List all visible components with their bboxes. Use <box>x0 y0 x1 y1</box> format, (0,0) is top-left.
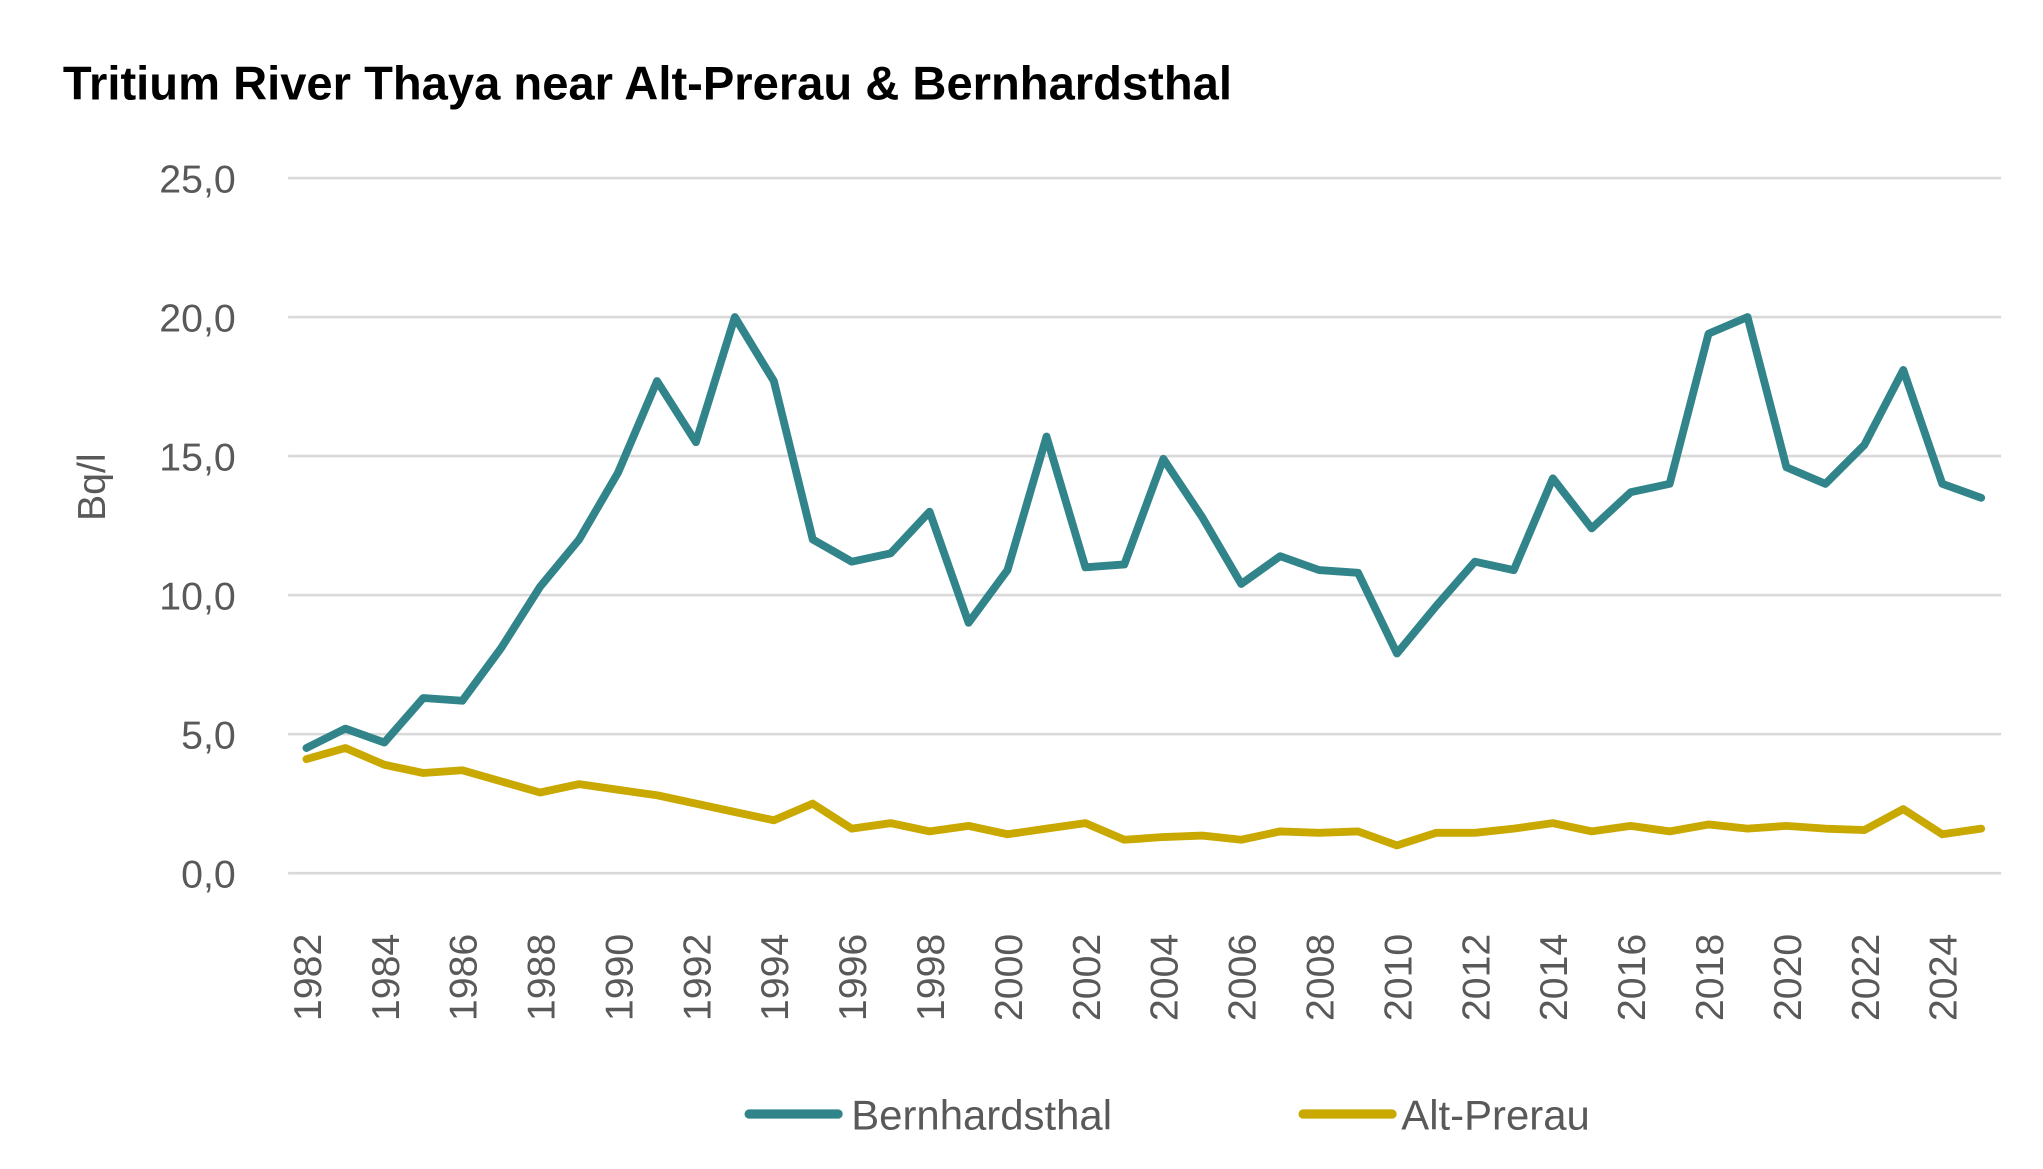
x-tick-label: 2016 <box>1610 934 1654 1021</box>
gridlines <box>288 176 2002 875</box>
x-tick-label: 1988 <box>520 934 564 1021</box>
x-tick-label: 1994 <box>753 934 797 1021</box>
y-tick-label: 20,0 <box>159 296 235 340</box>
x-tick-label: 2012 <box>1454 934 1498 1021</box>
x-tick-label: 1984 <box>364 934 408 1021</box>
x-tick-label: 1982 <box>286 934 330 1021</box>
series-lines <box>302 313 1986 850</box>
x-tick-label: 2014 <box>1532 934 1576 1021</box>
x-tick-label: 2024 <box>1922 934 1966 1021</box>
legend: Bernhardsthal Alt-Prerau <box>744 1092 1590 1139</box>
chart-title: Tritium River Thaya near Alt-Prerau & Be… <box>63 56 1232 109</box>
x-tick-label: 2022 <box>1844 934 1888 1021</box>
x-tick-label: 2000 <box>987 934 1031 1021</box>
x-tick-label: 2018 <box>1688 934 1732 1021</box>
series-line-bernhardsthal <box>302 313 1986 752</box>
x-tick-label: 1986 <box>442 934 486 1021</box>
x-tick-label: 1998 <box>909 934 953 1021</box>
legend-label-bernhardsthal: Bernhardsthal <box>851 1092 1112 1139</box>
y-tick-label: 5,0 <box>181 714 236 758</box>
y-tick-label: 10,0 <box>159 575 235 619</box>
x-axis-ticks: 1982 1984 1986 1988 1990 1992 1994 1996 1998 2000… <box>286 934 1966 1021</box>
x-tick-label: 1996 <box>831 934 875 1021</box>
y-tick-label: 25,0 <box>159 157 235 201</box>
series-line-alt-prerau <box>302 744 1986 850</box>
x-tick-label: 2006 <box>1221 934 1265 1021</box>
y-axis-ticks: 0,0 5,0 10,0 15,0 20,0 25,0 <box>159 157 235 896</box>
x-tick-label: 2002 <box>1065 934 1109 1021</box>
y-tick-label: 0,0 <box>181 853 236 897</box>
x-tick-label: 1990 <box>597 934 641 1021</box>
x-tick-label: 1992 <box>675 934 719 1021</box>
x-tick-label: 2004 <box>1143 934 1187 1021</box>
x-tick-label: 2008 <box>1298 934 1342 1021</box>
legend-label-alt-prerau: Alt-Prerau <box>1401 1092 1590 1139</box>
y-tick-label: 15,0 <box>159 435 235 479</box>
y-axis-label: Bq/l <box>70 453 114 521</box>
x-tick-label: 2010 <box>1376 934 1420 1021</box>
x-tick-label: 2020 <box>1766 934 1810 1021</box>
